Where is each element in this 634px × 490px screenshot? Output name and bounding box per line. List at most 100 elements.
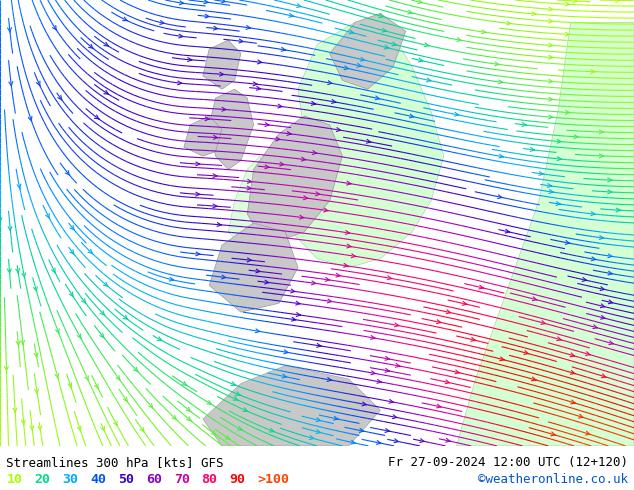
FancyArrowPatch shape — [225, 436, 230, 440]
FancyArrowPatch shape — [585, 431, 590, 435]
FancyArrowPatch shape — [541, 320, 545, 324]
FancyArrowPatch shape — [385, 356, 389, 360]
FancyArrowPatch shape — [265, 122, 269, 126]
FancyArrowPatch shape — [16, 269, 20, 274]
FancyArrowPatch shape — [608, 254, 612, 258]
FancyArrowPatch shape — [16, 341, 20, 346]
FancyArrowPatch shape — [418, 0, 422, 3]
FancyArrowPatch shape — [256, 269, 260, 273]
FancyArrowPatch shape — [571, 370, 575, 374]
Text: 30: 30 — [62, 472, 78, 486]
FancyArrowPatch shape — [336, 273, 340, 277]
FancyArrowPatch shape — [280, 162, 284, 166]
FancyArrowPatch shape — [247, 258, 252, 262]
FancyArrowPatch shape — [549, 190, 553, 194]
FancyArrowPatch shape — [8, 269, 11, 274]
FancyArrowPatch shape — [9, 82, 13, 87]
FancyArrowPatch shape — [253, 82, 257, 86]
FancyArrowPatch shape — [371, 371, 375, 375]
FancyArrowPatch shape — [219, 72, 224, 76]
Polygon shape — [228, 156, 266, 245]
Polygon shape — [209, 89, 254, 170]
FancyArrowPatch shape — [599, 236, 604, 240]
FancyArrowPatch shape — [4, 367, 8, 371]
FancyArrowPatch shape — [437, 320, 441, 323]
FancyArrowPatch shape — [0, 218, 2, 223]
FancyArrowPatch shape — [56, 329, 59, 334]
FancyArrowPatch shape — [418, 58, 423, 62]
FancyArrowPatch shape — [85, 376, 89, 381]
FancyArrowPatch shape — [392, 42, 396, 46]
FancyArrowPatch shape — [8, 226, 12, 231]
FancyArrowPatch shape — [238, 426, 242, 430]
FancyArrowPatch shape — [77, 426, 81, 431]
FancyArrowPatch shape — [608, 271, 612, 275]
FancyArrowPatch shape — [8, 27, 11, 33]
FancyArrowPatch shape — [548, 115, 553, 119]
FancyArrowPatch shape — [243, 408, 247, 412]
FancyArrowPatch shape — [616, 208, 620, 212]
FancyArrowPatch shape — [68, 383, 72, 388]
FancyArrowPatch shape — [157, 337, 162, 341]
FancyArrowPatch shape — [222, 275, 226, 279]
FancyArrowPatch shape — [299, 215, 304, 219]
FancyArrowPatch shape — [309, 436, 314, 440]
FancyArrowPatch shape — [333, 416, 338, 420]
FancyArrowPatch shape — [566, 241, 570, 245]
FancyArrowPatch shape — [313, 150, 317, 154]
FancyArrowPatch shape — [169, 277, 174, 281]
FancyArrowPatch shape — [17, 184, 21, 189]
FancyArrowPatch shape — [566, 110, 570, 114]
FancyArrowPatch shape — [53, 25, 56, 30]
FancyArrowPatch shape — [222, 107, 226, 111]
FancyArrowPatch shape — [437, 404, 441, 408]
FancyArrowPatch shape — [500, 357, 504, 361]
FancyArrowPatch shape — [370, 336, 375, 340]
FancyArrowPatch shape — [104, 90, 108, 94]
FancyArrowPatch shape — [94, 115, 99, 119]
FancyArrowPatch shape — [462, 301, 467, 305]
FancyArrowPatch shape — [389, 399, 394, 403]
FancyArrowPatch shape — [122, 17, 127, 21]
FancyArrowPatch shape — [327, 299, 332, 303]
FancyArrowPatch shape — [609, 300, 613, 304]
FancyArrowPatch shape — [455, 112, 459, 116]
FancyArrowPatch shape — [344, 66, 349, 70]
FancyArrowPatch shape — [495, 62, 499, 66]
Text: >100: >100 — [257, 472, 289, 486]
FancyArrowPatch shape — [532, 12, 536, 16]
FancyArrowPatch shape — [408, 10, 412, 14]
FancyArrowPatch shape — [591, 70, 595, 74]
FancyArrowPatch shape — [134, 367, 138, 372]
FancyArrowPatch shape — [196, 252, 200, 256]
FancyArrowPatch shape — [256, 329, 260, 333]
FancyArrowPatch shape — [296, 313, 301, 317]
FancyArrowPatch shape — [35, 389, 39, 394]
FancyArrowPatch shape — [347, 181, 351, 185]
FancyArrowPatch shape — [292, 318, 296, 321]
FancyArrowPatch shape — [186, 416, 191, 421]
Polygon shape — [203, 40, 241, 89]
FancyArrowPatch shape — [347, 244, 351, 248]
FancyArrowPatch shape — [172, 415, 176, 420]
FancyArrowPatch shape — [375, 96, 380, 100]
FancyArrowPatch shape — [211, 431, 216, 435]
FancyArrowPatch shape — [524, 351, 528, 354]
FancyArrowPatch shape — [394, 439, 399, 442]
FancyArrowPatch shape — [207, 400, 212, 404]
FancyArrowPatch shape — [291, 289, 295, 293]
FancyArrowPatch shape — [65, 171, 70, 175]
Text: 50: 50 — [118, 472, 134, 486]
FancyArrowPatch shape — [100, 333, 104, 338]
FancyArrowPatch shape — [446, 439, 450, 442]
FancyArrowPatch shape — [607, 190, 612, 194]
FancyArrowPatch shape — [204, 0, 209, 4]
FancyArrowPatch shape — [332, 99, 336, 103]
FancyArrowPatch shape — [281, 48, 285, 51]
FancyArrowPatch shape — [104, 42, 108, 46]
FancyArrowPatch shape — [30, 426, 34, 431]
Text: Streamlines 300 hPa [kts] GFS: Streamlines 300 hPa [kts] GFS — [6, 456, 224, 468]
FancyArrowPatch shape — [593, 325, 597, 329]
FancyArrowPatch shape — [382, 28, 387, 32]
FancyArrowPatch shape — [607, 178, 612, 182]
